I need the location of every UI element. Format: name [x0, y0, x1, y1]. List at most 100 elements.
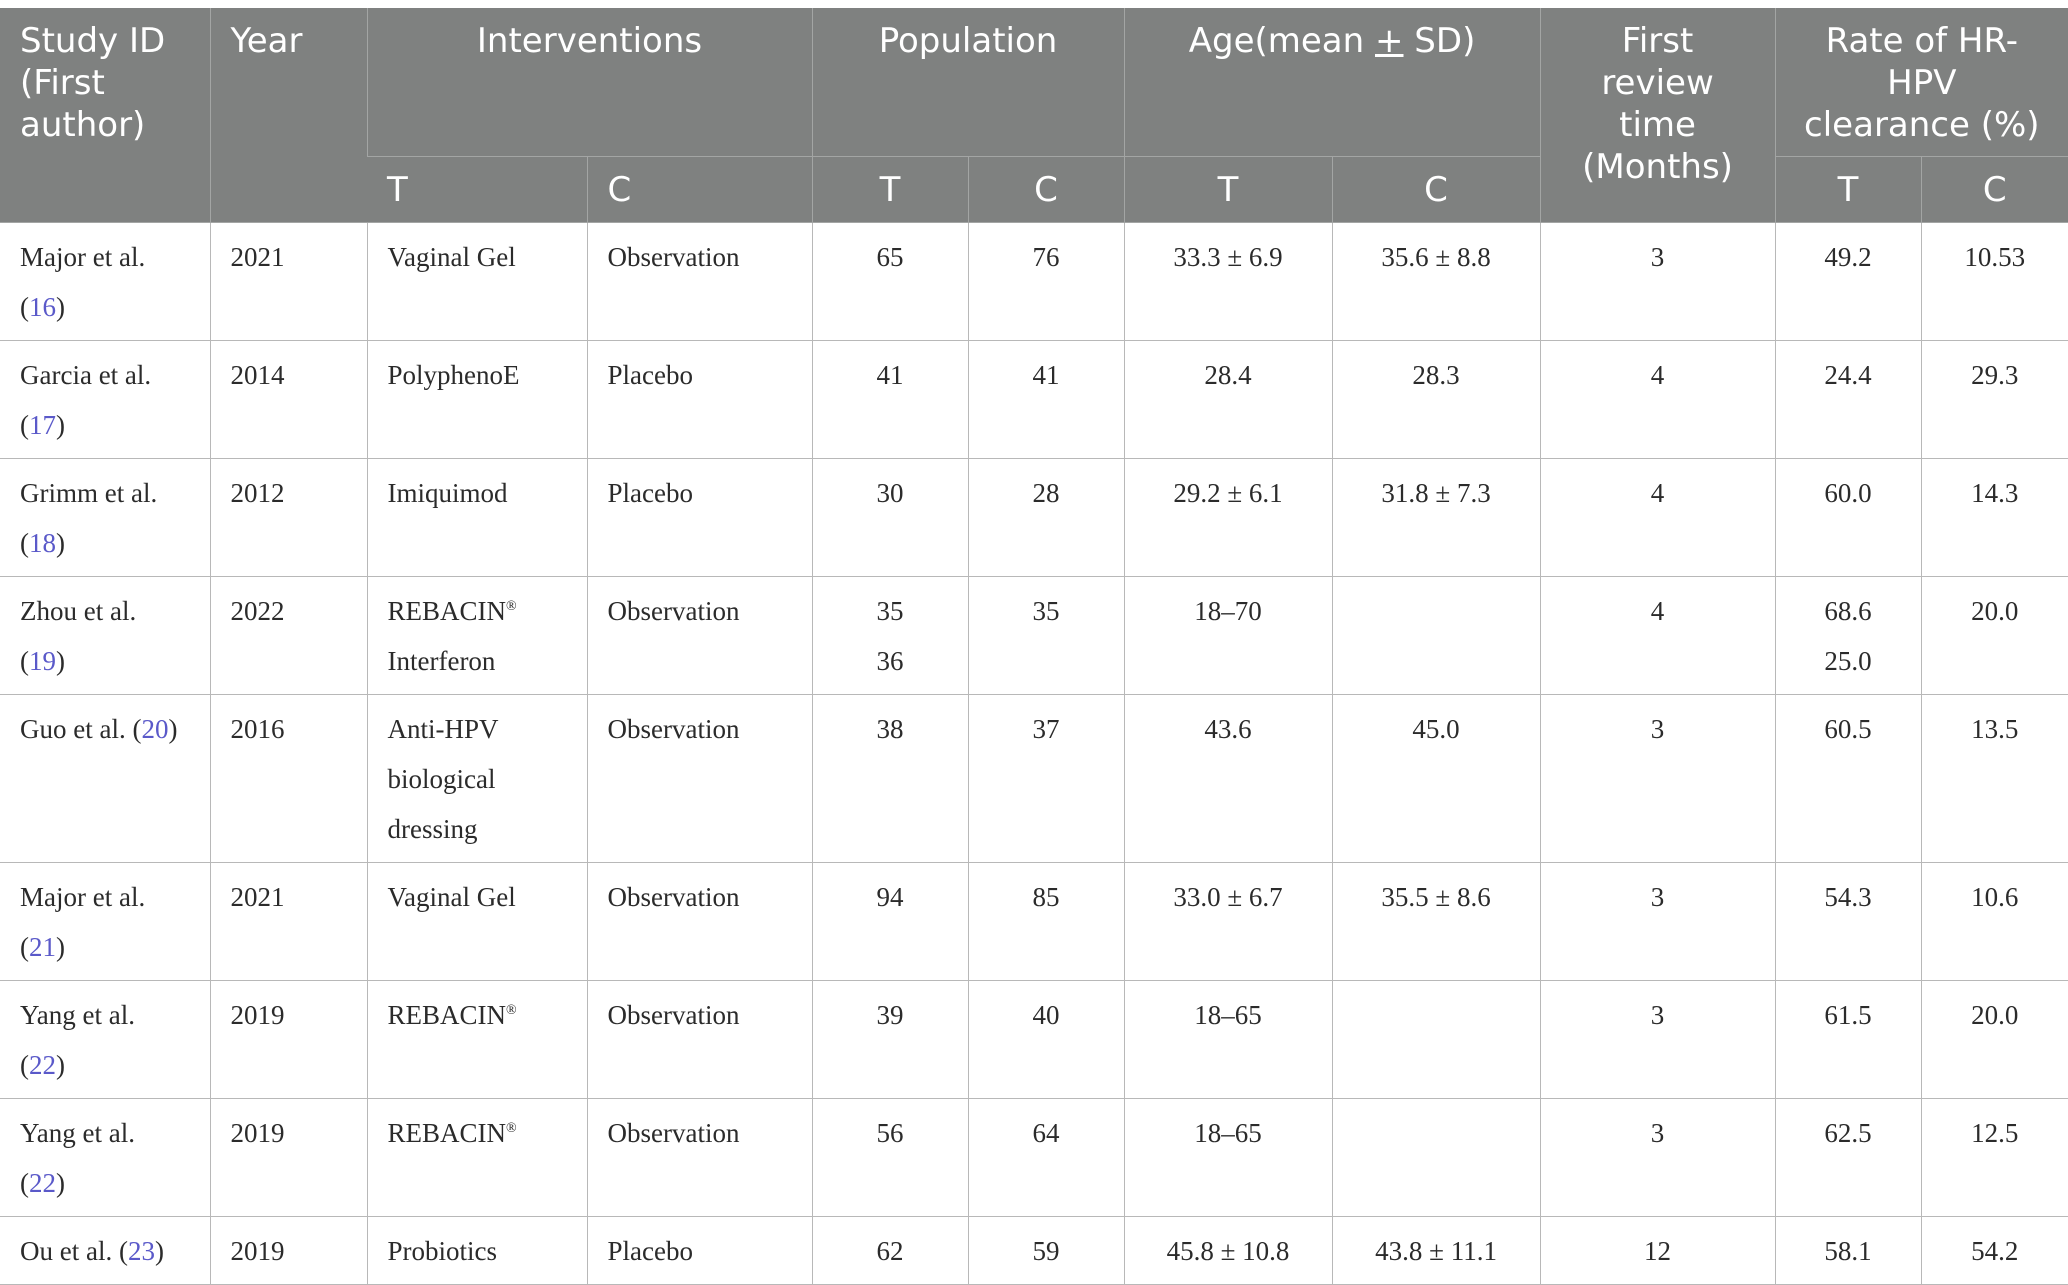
- table-row: Garcia et al. (17) 2014 PolyphenoE Placebo 41…: [0, 339, 2068, 459]
- rate-line: 61.5: [1824, 999, 1872, 1030]
- cell-year: 2022: [209, 575, 368, 695]
- table-row: Ou et al. (23) 2019 Probiotics Placebo 62 59 4…: [0, 1215, 2068, 1285]
- cell-rate-t: 58.1: [1774, 1215, 1922, 1285]
- header-year: Year: [209, 8, 367, 223]
- intervention-line: Vaginal Gel: [387, 241, 516, 272]
- author-name: Grimm et al.: [20, 477, 158, 508]
- cell-rate-t: 49.2: [1774, 221, 1922, 341]
- reference-link[interactable]: (19): [20, 645, 65, 676]
- table-row: Grimm et al. (18) 2012 Imiquimod Placebo 30 28…: [0, 457, 2068, 577]
- intervention-line: REBACIN®: [387, 1117, 517, 1148]
- cell-age-t: 33.3 ± 6.9: [1123, 221, 1333, 341]
- reference-link[interactable]: (16): [20, 291, 65, 322]
- cell-population-t: 30: [811, 457, 969, 577]
- cell-year: 2014: [209, 339, 368, 459]
- author-name: Guo et al.: [20, 713, 126, 744]
- reference-link[interactable]: (17): [20, 409, 65, 440]
- rate-line: 54.3: [1824, 881, 1872, 912]
- reference-link[interactable]: (20): [132, 713, 178, 744]
- reference-link[interactable]: (22): [20, 1167, 65, 1198]
- cell-rate-c: 29.3: [1920, 339, 2068, 459]
- cell-age-c: [1331, 979, 1541, 1099]
- cell-population-c: 64: [967, 1097, 1125, 1217]
- cell-rate-c: 10.6: [1920, 861, 2068, 981]
- cell-rate-t: 60.0: [1774, 457, 1922, 577]
- cell-intervention-t: Probiotics: [366, 1215, 588, 1285]
- cell-intervention-t: REBACIN®: [366, 979, 588, 1099]
- cell-year: 2019: [209, 979, 368, 1099]
- cell-age-t: 43.6: [1123, 693, 1333, 863]
- author-name: Garcia et al.: [20, 359, 152, 390]
- cell-age-c: 28.3: [1331, 339, 1541, 459]
- cell-population-c: 41: [967, 339, 1125, 459]
- table-row: Zhou et al. (19) 2022 REBACIN® Interferon Obs…: [0, 575, 2068, 695]
- cell-population-c: 85: [967, 861, 1125, 981]
- population-line: 36: [876, 645, 904, 676]
- cell-first-review: 4: [1539, 339, 1776, 459]
- cell-intervention-c: Observation: [586, 861, 813, 981]
- cell-rate-t: 62.5: [1774, 1097, 1922, 1217]
- cell-first-review: 3: [1539, 861, 1776, 981]
- cell-population-c: 37: [967, 693, 1125, 863]
- rate-line: 49.2: [1824, 241, 1872, 272]
- cell-study-id: Guo et al. (20): [0, 693, 211, 863]
- cell-rate-t: 60.5: [1774, 693, 1922, 863]
- header-population-c: C: [967, 156, 1125, 223]
- cell-age-t: 18–65: [1123, 979, 1333, 1099]
- reference-link[interactable]: (21): [20, 931, 65, 962]
- cell-rate-c: 13.5: [1920, 693, 2068, 863]
- header-row-sub: T C T C T C T C: [0, 156, 2068, 223]
- header-rate-t: T: [1774, 156, 1922, 223]
- intervention-line: biological: [387, 763, 496, 794]
- reference-link[interactable]: (18): [20, 527, 65, 558]
- author-name: Yang et al.: [20, 1117, 136, 1148]
- header-population: Population: [811, 8, 1125, 157]
- cell-first-review: 4: [1539, 575, 1776, 695]
- cell-first-review: 12: [1539, 1215, 1776, 1285]
- cell-age-c: [1331, 1097, 1541, 1217]
- cell-age-c: 35.6 ± 8.8: [1331, 221, 1541, 341]
- reference-link[interactable]: (22): [20, 1049, 65, 1080]
- rate-line: 60.5: [1824, 713, 1872, 744]
- cell-intervention-t: Anti-HPV biological dressing: [366, 693, 588, 863]
- cell-year: 2021: [209, 221, 368, 341]
- table-row: Major et al. (21) 2021 Vaginal Gel Observati…: [0, 861, 2068, 981]
- author-name: Major et al.: [20, 881, 146, 912]
- header-interventions-c: C: [586, 156, 813, 223]
- cell-first-review: 4: [1539, 457, 1776, 577]
- cell-first-review: 3: [1539, 979, 1776, 1099]
- cell-rate-c: 14.3: [1920, 457, 2068, 577]
- cell-population-c: 59: [967, 1215, 1125, 1285]
- header-rate-c: C: [1920, 156, 2068, 223]
- author-name: Major et al.: [20, 241, 146, 272]
- cell-intervention-c: Observation: [586, 979, 813, 1099]
- cell-study-id: Major et al. (16): [0, 221, 211, 341]
- cell-first-review: 3: [1539, 1097, 1776, 1217]
- header-first-review-time: First review time (Months): [1539, 8, 1776, 223]
- cell-intervention-t: Imiquimod: [366, 457, 588, 577]
- cell-age-t: 33.0 ± 6.7: [1123, 861, 1333, 981]
- author-name: Yang et al.: [20, 999, 136, 1030]
- cell-intervention-t: PolyphenoE: [366, 339, 588, 459]
- cell-age-t: 29.2 ± 6.1: [1123, 457, 1333, 577]
- cell-age-c: 43.8 ± 11.1: [1331, 1215, 1541, 1285]
- cell-population-c: 76: [967, 221, 1125, 341]
- cell-population-c: 28: [967, 457, 1125, 577]
- cell-intervention-c: Observation: [586, 1097, 813, 1217]
- header-population-t: T: [811, 156, 969, 223]
- author-name: Zhou et al.: [20, 595, 137, 626]
- cell-intervention-c: Observation: [586, 693, 813, 863]
- author-name: Ou et al.: [20, 1235, 113, 1266]
- cell-population-t: 39: [811, 979, 969, 1099]
- cell-year: 2012: [209, 457, 368, 577]
- cell-intervention-t: REBACIN® Interferon: [366, 575, 588, 695]
- cell-age-t: 45.8 ± 10.8: [1123, 1215, 1333, 1285]
- table-row: Yang et al. (22) 2019 REBACIN® Observation 39…: [0, 979, 2068, 1099]
- cell-intervention-c: Observation: [586, 221, 813, 341]
- cell-study-id: Zhou et al. (19): [0, 575, 211, 695]
- cell-rate-c: 10.53: [1920, 221, 2068, 341]
- cell-population-c: 35: [967, 575, 1125, 695]
- cell-rate-t: 68.6 25.0: [1774, 575, 1922, 695]
- reference-link[interactable]: (23): [118, 1235, 164, 1266]
- cell-age-c: 45.0: [1331, 693, 1541, 863]
